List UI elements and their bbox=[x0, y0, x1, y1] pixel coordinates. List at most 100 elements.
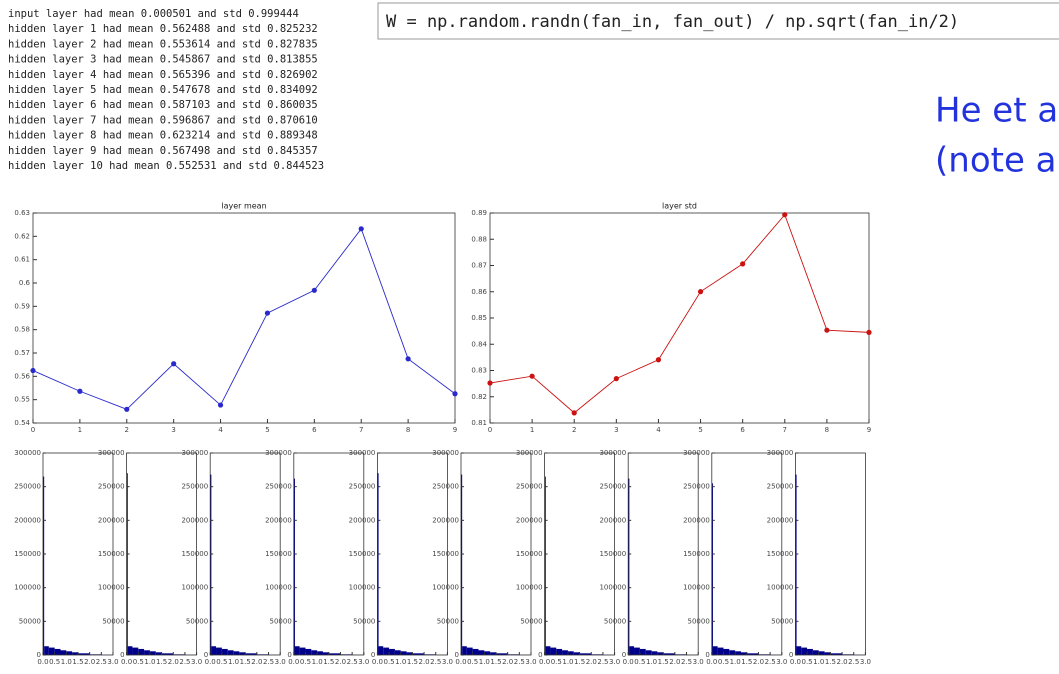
histogram-bar bbox=[711, 483, 713, 655]
x-tick-label: 7 bbox=[783, 426, 787, 434]
histogram-bar bbox=[723, 648, 730, 655]
histogram-bar bbox=[161, 653, 174, 655]
data-point bbox=[740, 261, 746, 267]
x-tick-label: 3 bbox=[614, 426, 618, 434]
x-tick-label: 1.5 bbox=[407, 658, 418, 666]
histogram-bar bbox=[138, 648, 145, 655]
x-tick-label: 8 bbox=[406, 426, 410, 434]
histogram-bar bbox=[72, 652, 78, 655]
x-tick-label: 1.0 bbox=[395, 658, 406, 666]
histogram-bar bbox=[556, 648, 563, 655]
y-tick-label: 300000 bbox=[516, 449, 543, 457]
data-point bbox=[487, 380, 493, 386]
histogram-bar bbox=[305, 648, 312, 655]
y-tick-label: 50000 bbox=[102, 617, 124, 625]
histogram-bar bbox=[550, 647, 557, 655]
histogram-bar bbox=[746, 653, 759, 655]
x-tick-label: 3.0 bbox=[107, 658, 118, 666]
x-tick-label: 2.5 bbox=[179, 658, 190, 666]
histogram-bar bbox=[484, 651, 491, 655]
x-tick-label: 0.0 bbox=[205, 658, 216, 666]
y-tick-label: 0 bbox=[37, 651, 41, 659]
y-tick-label: 0.62 bbox=[14, 232, 30, 240]
histogram-bar bbox=[216, 647, 222, 655]
histogram-bar bbox=[490, 652, 496, 655]
y-tick-label: 0.6 bbox=[19, 279, 31, 287]
x-tick-label: 3.0 bbox=[525, 658, 536, 666]
histogram-bar bbox=[294, 646, 300, 655]
y-tick-label: 300000 bbox=[349, 449, 376, 457]
y-tick-label: 100000 bbox=[767, 584, 794, 592]
data-point bbox=[124, 406, 130, 412]
x-tick-label: 0.0 bbox=[539, 658, 550, 666]
x-tick-label: 7 bbox=[359, 426, 363, 434]
histogram-bar bbox=[663, 653, 675, 655]
y-tick-label: 150000 bbox=[181, 550, 208, 558]
data-point bbox=[655, 357, 662, 363]
y-tick-label: 150000 bbox=[349, 550, 376, 558]
y-tick-label: 0.59 bbox=[14, 302, 30, 310]
y-tick-label: 300000 bbox=[265, 449, 292, 457]
y-tick-label: 50000 bbox=[270, 617, 292, 625]
histogram-bar bbox=[78, 653, 90, 655]
y-tick-label: 300000 bbox=[767, 449, 794, 457]
x-tick-label: 2.0 bbox=[418, 658, 429, 666]
histogram-bar bbox=[807, 648, 813, 655]
y-tick-label: 150000 bbox=[599, 550, 626, 558]
x-tick-label: 5 bbox=[265, 426, 269, 434]
histogram-bar bbox=[299, 647, 306, 655]
histogram-bar bbox=[545, 646, 551, 655]
x-tick-label: 0.0 bbox=[623, 658, 634, 666]
x-tick-label: 2.0 bbox=[335, 658, 346, 666]
x-tick-label: 0.5 bbox=[383, 658, 394, 666]
x-tick-label: 6 bbox=[740, 426, 745, 434]
x-tick-label: 0.5 bbox=[49, 658, 60, 666]
histogram-bar bbox=[795, 474, 797, 655]
histogram-bar bbox=[43, 476, 45, 655]
y-tick-label: 200000 bbox=[599, 516, 626, 524]
y-tick-label: 0.58 bbox=[14, 326, 30, 334]
data-point bbox=[697, 289, 704, 295]
log-line: hidden layer 10 had mean 0.552531 and st… bbox=[8, 160, 324, 172]
data-line bbox=[489, 213, 870, 414]
x-tick-label: 1.5 bbox=[658, 658, 669, 666]
histogram-bar bbox=[579, 653, 592, 655]
histogram-bar bbox=[812, 650, 819, 655]
y-tick-label: 200000 bbox=[98, 516, 125, 524]
x-tick-label: 2.0 bbox=[669, 658, 680, 666]
y-tick-label: 200000 bbox=[767, 516, 794, 524]
histogram-bar bbox=[818, 651, 825, 655]
x-tick-label: 1.0 bbox=[813, 658, 824, 666]
x-tick-label: 3.0 bbox=[609, 658, 620, 666]
y-tick-label: 200000 bbox=[683, 516, 710, 524]
log-line: hidden layer 8 had mean 0.623214 and std… bbox=[8, 130, 318, 142]
x-tick-label: 1.0 bbox=[730, 658, 741, 666]
y-tick-label: 0.54 bbox=[14, 419, 30, 427]
y-tick-label: 0 bbox=[622, 651, 626, 659]
x-tick-label: 2.0 bbox=[168, 658, 179, 666]
histogram-bar bbox=[639, 648, 646, 655]
histogram-bar bbox=[712, 646, 718, 655]
histogram-bar bbox=[824, 652, 831, 655]
x-tick-label: 1.5 bbox=[741, 658, 752, 666]
y-tick-label: 200000 bbox=[14, 516, 41, 524]
y-tick-label: 50000 bbox=[771, 617, 793, 625]
x-tick-label: 0.5 bbox=[467, 658, 478, 666]
histogram-bar bbox=[657, 652, 664, 655]
x-tick-label: 1 bbox=[530, 426, 534, 434]
y-tick-label: 250000 bbox=[265, 483, 292, 491]
x-tick-label: 3.0 bbox=[860, 658, 871, 666]
y-tick-label: 0.61 bbox=[14, 256, 30, 264]
x-tick-label: 1.0 bbox=[144, 658, 155, 666]
y-tick-label: 250000 bbox=[432, 483, 459, 491]
x-tick-label: 0.5 bbox=[216, 658, 227, 666]
x-tick-label: 3.0 bbox=[442, 658, 453, 666]
note-line: He et a bbox=[935, 91, 1058, 131]
histogram-bar bbox=[221, 648, 228, 655]
code-box bbox=[377, 2, 1059, 40]
y-tick-label: 0 bbox=[287, 651, 291, 659]
histogram-bar bbox=[60, 650, 67, 655]
y-tick-label: 50000 bbox=[520, 617, 542, 625]
x-tick-label: 9 bbox=[867, 426, 871, 434]
y-tick-label: 0 bbox=[120, 651, 124, 659]
